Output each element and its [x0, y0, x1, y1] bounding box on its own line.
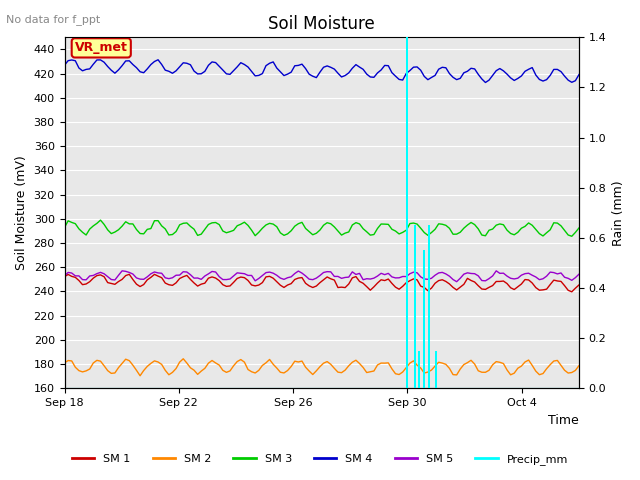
Text: No data for f_ppt: No data for f_ppt — [6, 14, 100, 25]
Y-axis label: Rain (mm): Rain (mm) — [612, 180, 625, 246]
Legend: SM 1, SM 2, SM 3, SM 4, SM 5, Precip_mm: SM 1, SM 2, SM 3, SM 4, SM 5, Precip_mm — [68, 450, 572, 469]
Bar — [435, 351, 437, 388]
Bar — [413, 226, 415, 388]
Bar — [419, 351, 420, 388]
Bar — [428, 226, 430, 388]
Bar — [423, 251, 425, 388]
X-axis label: Time: Time — [548, 414, 579, 427]
Y-axis label: Soil Moisture (mV): Soil Moisture (mV) — [15, 156, 28, 270]
Title: Soil Moisture: Soil Moisture — [268, 15, 375, 33]
Bar — [406, 37, 408, 388]
Text: VR_met: VR_met — [75, 41, 128, 54]
